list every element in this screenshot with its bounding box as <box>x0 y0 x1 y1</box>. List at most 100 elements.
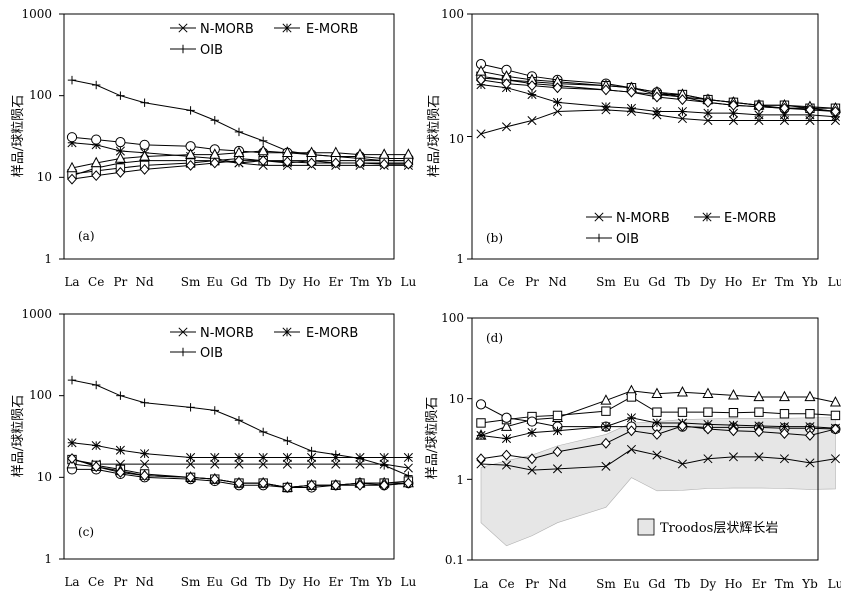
y-tick-label: 1000 <box>21 307 52 321</box>
legend-marker <box>282 327 292 337</box>
data-point <box>403 477 414 489</box>
legend-marker <box>702 212 712 222</box>
data-point <box>552 464 563 474</box>
x-tick-label: Tb <box>255 575 271 589</box>
data-point <box>209 157 220 169</box>
data-point <box>601 406 611 416</box>
x-tick-label: Tm <box>350 275 370 289</box>
x-tick-label: Tb <box>675 275 691 289</box>
data-point <box>677 407 688 417</box>
y-tick-label: 1 <box>44 552 52 566</box>
data-point <box>830 423 841 435</box>
x-tick-label: Nd <box>136 275 155 289</box>
data-point <box>66 132 78 143</box>
y-tick-label: 100 <box>29 388 52 402</box>
data-point <box>754 407 764 417</box>
x-tick-label: Sm <box>596 577 616 591</box>
data-point <box>234 459 244 469</box>
data-point <box>500 420 513 431</box>
data-point <box>703 407 713 417</box>
x-tick-label: Sm <box>596 275 616 289</box>
data-point <box>90 156 102 168</box>
panel-label: (d) <box>486 331 503 345</box>
data-point <box>258 155 269 167</box>
data-point <box>210 406 219 415</box>
x-tick-label: Pr <box>525 577 539 591</box>
series-line <box>71 150 409 169</box>
panel-b: 100 10 1 La Ce Pr Nd Sm Eu Gd Tb Dy Ho Er Tm Yb Lu 样品… <box>427 7 841 289</box>
data-point <box>527 89 537 100</box>
y-tick-label: 0.1 <box>445 553 464 567</box>
data-point <box>728 99 739 111</box>
data-point <box>527 428 537 438</box>
data-point <box>306 479 317 491</box>
y-tick-label: 100 <box>441 311 464 325</box>
series-line <box>480 70 836 109</box>
data-point <box>282 156 293 168</box>
x-tick-label: Ce <box>88 575 104 589</box>
data-point <box>210 452 220 463</box>
x-tick-label: Yb <box>375 575 392 589</box>
legend-label-oib: OIB <box>200 346 223 361</box>
series-line <box>480 84 836 118</box>
data-point <box>355 454 365 463</box>
x-tick-label: Ho <box>725 275 743 289</box>
data-point <box>258 136 268 146</box>
data-point <box>829 396 841 407</box>
legend: Troodos层状辉长岩 <box>637 518 778 536</box>
legend-marker <box>178 23 188 33</box>
data-point <box>552 106 563 117</box>
data-point <box>67 453 77 464</box>
data-point <box>753 390 765 402</box>
data-point <box>185 471 196 483</box>
data-point <box>501 449 512 461</box>
data-point <box>306 146 318 157</box>
panel-label: (c) <box>78 525 94 539</box>
x-tick-label: Ho <box>303 275 321 289</box>
y-tick-label: 10 <box>449 132 464 146</box>
data-point <box>728 407 739 418</box>
data-point <box>234 127 244 137</box>
data-point <box>501 122 512 132</box>
x-tick-label: Tb <box>255 275 271 289</box>
data-point <box>140 459 150 469</box>
data-point <box>652 450 662 460</box>
x-tick-label: Yb <box>801 577 818 591</box>
x-tick-label: Yb <box>801 275 818 289</box>
data-point <box>139 163 150 175</box>
data-point <box>703 115 713 126</box>
data-point <box>526 416 538 427</box>
data-point <box>140 449 150 459</box>
x-tick-label: Ce <box>498 577 514 591</box>
data-point <box>379 479 390 491</box>
data-point <box>626 86 637 98</box>
data-point <box>651 387 663 398</box>
x-tick-label: La <box>473 275 488 289</box>
data-point <box>379 452 389 463</box>
y-tick-label: 10 <box>449 392 464 406</box>
data-point <box>830 106 841 117</box>
data-point <box>703 454 713 464</box>
x-tick-label: Gd <box>648 577 666 591</box>
data-point <box>677 106 688 117</box>
data-point <box>258 459 268 469</box>
data-point <box>475 399 487 410</box>
data-point <box>779 428 790 439</box>
data-point <box>779 409 790 419</box>
data-point <box>754 110 764 120</box>
data-point <box>727 389 739 400</box>
data-point <box>527 115 537 126</box>
legend-label-troodos: Troodos层状辉长岩 <box>660 521 778 536</box>
x-tick-label: Er <box>329 575 344 589</box>
data-point <box>476 74 486 86</box>
x-tick-label: Sm <box>181 575 201 589</box>
data-point <box>601 84 611 96</box>
legend-marker <box>178 347 188 357</box>
legend-label-n-morb: N-MORB <box>616 211 670 226</box>
data-point <box>114 152 126 163</box>
data-point <box>652 418 662 428</box>
legend-label-e-morb: E-MORB <box>306 326 358 341</box>
data-point <box>282 482 293 493</box>
data-point <box>652 106 662 117</box>
